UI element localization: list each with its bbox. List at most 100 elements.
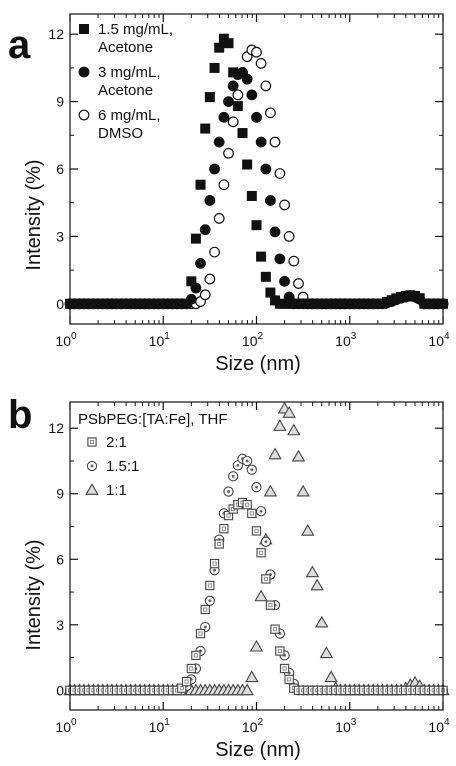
legend-marker-open-circle (78, 109, 90, 121)
data-point-open-circle (213, 213, 225, 224)
data-point-open-circle (288, 255, 300, 267)
data-point-open-circle (255, 58, 267, 69)
data-point-dotted-circle (204, 595, 215, 606)
data-point-filled-circle (251, 111, 262, 123)
data-point-dotted-circle (255, 506, 267, 517)
data-point-open-triangle (245, 670, 259, 683)
panel-b-letter: b (8, 393, 32, 437)
data-point-open-square (186, 663, 196, 674)
legend-marker-filled-square (79, 23, 90, 34)
panel-a-frame (69, 13, 444, 325)
panel-b-legend-title: PSbPEG:[TA:Fe], THF (78, 411, 227, 428)
data-point-open-square (223, 510, 234, 521)
data-point-filled-square (214, 42, 225, 53)
panel-b-xlabel: Size (nm) (215, 739, 301, 761)
x-tick-exponent: 4 (444, 717, 450, 728)
panel-b-ylabel: Intensity (%) (23, 539, 45, 650)
data-point-filled-circle (209, 163, 220, 175)
data-point-open-square (270, 624, 280, 634)
data-point-open-circle (260, 80, 272, 92)
data-point-open-circle (218, 179, 230, 191)
data-point-filled-circle (241, 73, 253, 85)
data-point-filled-circle (223, 96, 234, 108)
data-point-open-triangle (287, 423, 301, 436)
x-tick-exponent: 1 (164, 331, 170, 342)
data-point-open-square (265, 600, 276, 610)
data-point-open-square (219, 524, 229, 534)
data-point-open-circle (283, 230, 295, 242)
panel-a-marks (64, 33, 449, 310)
data-point-dotted-circle (251, 482, 262, 493)
data-point-filled-square (256, 251, 267, 262)
x-tick-exponent: 2 (258, 717, 264, 728)
data-point-open-square (200, 604, 210, 615)
x-tick-label: 102 (242, 717, 264, 735)
x-tick-base: 10 (242, 719, 258, 735)
data-point-open-triangle (268, 447, 282, 460)
data-point-filled-circle (199, 224, 211, 236)
data-point-open-triangle (273, 419, 287, 431)
x-tick-base: 10 (428, 333, 444, 349)
y-tick-label: 3 (56, 617, 64, 633)
x-tick-exponent: 2 (258, 331, 264, 342)
data-point-open-circle (279, 199, 290, 211)
data-point-filled-square (195, 179, 206, 190)
data-point-dotted-circle (260, 536, 272, 547)
data-point-open-square (247, 508, 257, 519)
data-point-open-circle (199, 289, 211, 301)
data-point-filled-circle (274, 253, 286, 265)
data-point-open-triangle (310, 578, 324, 591)
data-point-filled-square (232, 101, 243, 112)
data-point-open-triangle (301, 523, 315, 536)
data-point-open-circle (251, 46, 262, 58)
legend-marker-filled-circle (78, 66, 90, 78)
data-point-filled-square (223, 38, 234, 49)
x-tick-exponent: 4 (444, 331, 450, 342)
data-point-open-triangle (291, 449, 306, 462)
data-point-filled-circle (260, 163, 272, 175)
data-point-dotted-circle (228, 471, 239, 482)
x-tick-label: 101 (149, 331, 171, 349)
data-point-open-triangle (319, 646, 334, 659)
data-point-open-circle (227, 116, 239, 128)
data-point-filled-circle (279, 275, 290, 287)
data-point-open-triangle (315, 615, 329, 628)
data-point-filled-square (228, 67, 239, 78)
x-tick-base: 10 (55, 719, 71, 735)
data-point-open-circle (293, 278, 304, 289)
data-point-open-circle (269, 136, 281, 148)
x-tick-label: 103 (335, 331, 357, 349)
y-tick-label: 9 (56, 486, 64, 502)
data-point-open-triangle (240, 683, 254, 696)
x-tick-base: 10 (335, 333, 351, 349)
x-tick-base: 10 (242, 333, 258, 349)
data-point-open-circle (223, 147, 234, 159)
y-tick-label: 0 (56, 296, 64, 312)
x-tick-exponent: 3 (351, 717, 357, 728)
y-tick-label: 3 (56, 228, 64, 244)
data-point-open-circle (274, 168, 286, 179)
data-point-open-circle (209, 246, 220, 258)
data-point-open-square (279, 663, 290, 674)
data-point-dotted-circle (242, 455, 253, 467)
data-point-open-triangle (263, 484, 278, 497)
data-point-open-triangle (282, 406, 296, 418)
x-tick-base: 10 (149, 333, 165, 349)
y-tick-label: 6 (56, 161, 64, 177)
data-point-open-triangle (324, 670, 338, 683)
legend-label: DMSO (98, 125, 143, 142)
data-point-open-square (195, 628, 206, 639)
x-tick-base: 10 (335, 719, 351, 735)
x-tick-label: 101 (149, 717, 171, 735)
legend-label: 1.5:1 (106, 458, 139, 475)
x-tick-label: 103 (335, 717, 357, 735)
data-point-filled-square (200, 123, 211, 134)
legend-label: Acetone (98, 39, 153, 56)
data-point-open-square (177, 683, 187, 693)
data-point-filled-circle (204, 195, 216, 206)
legend-label: 3 mg/mL, (98, 64, 161, 81)
data-point-open-square (191, 650, 201, 661)
